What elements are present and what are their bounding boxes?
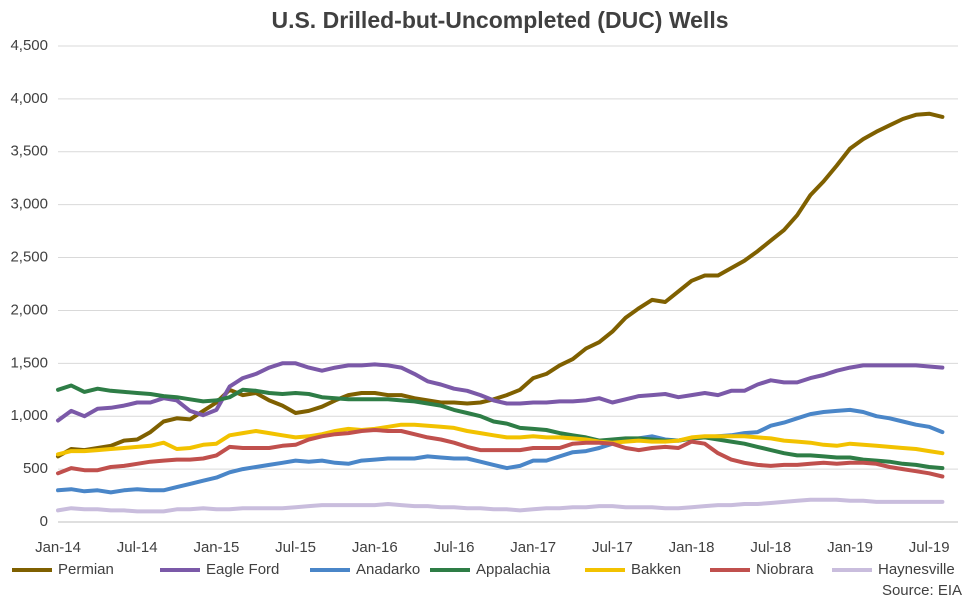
x-tick-label: Jan-15 bbox=[193, 539, 239, 556]
y-tick-label: 2,000 bbox=[10, 301, 48, 318]
legend-label: Anadarko bbox=[356, 561, 420, 578]
y-tick-label: 1,500 bbox=[10, 354, 48, 371]
series-line bbox=[56, 428, 945, 479]
series-line bbox=[56, 383, 945, 471]
legend-label: Bakken bbox=[631, 561, 681, 578]
x-tick-label: Jan-14 bbox=[35, 539, 81, 556]
x-tick-label: Jul-15 bbox=[275, 539, 316, 556]
series-line bbox=[56, 361, 945, 423]
series-line bbox=[56, 407, 945, 495]
y-tick-label: 0 bbox=[40, 513, 48, 530]
series-line bbox=[56, 111, 945, 459]
x-tick-label: Jan-18 bbox=[669, 539, 715, 556]
x-tick-label: Jan-19 bbox=[827, 539, 873, 556]
y-tick-label: 3,000 bbox=[10, 196, 48, 213]
y-tick-label: 1,000 bbox=[10, 407, 48, 424]
y-tick-label: 4,500 bbox=[10, 37, 48, 54]
x-tick-label: Jul-16 bbox=[434, 539, 475, 556]
legend-label: Niobrara bbox=[756, 561, 814, 578]
x-tick-label: Jan-17 bbox=[510, 539, 556, 556]
x-tick-label: Jan-16 bbox=[352, 539, 398, 556]
y-tick-label: 4,000 bbox=[10, 90, 48, 107]
x-tick-label: Jul-17 bbox=[592, 539, 633, 556]
x-tick-label: Jul-19 bbox=[909, 539, 950, 556]
y-tick-label: 2,500 bbox=[10, 249, 48, 266]
legend-label: Haynesville bbox=[878, 561, 955, 578]
chart-title: U.S. Drilled-but-Uncompleted (DUC) Wells bbox=[271, 7, 728, 33]
y-tick-label: 500 bbox=[23, 460, 48, 477]
legend-label: Appalachia bbox=[476, 561, 551, 578]
y-tick-label: 3,500 bbox=[10, 143, 48, 160]
x-tick-label: Jul-18 bbox=[750, 539, 791, 556]
x-tick-label: Jul-14 bbox=[117, 539, 158, 556]
legend-label: Permian bbox=[58, 561, 114, 578]
legend-label: Eagle Ford bbox=[206, 561, 279, 578]
series-line bbox=[56, 497, 945, 514]
series-line bbox=[56, 422, 945, 457]
source: Source: EIA bbox=[882, 582, 962, 599]
